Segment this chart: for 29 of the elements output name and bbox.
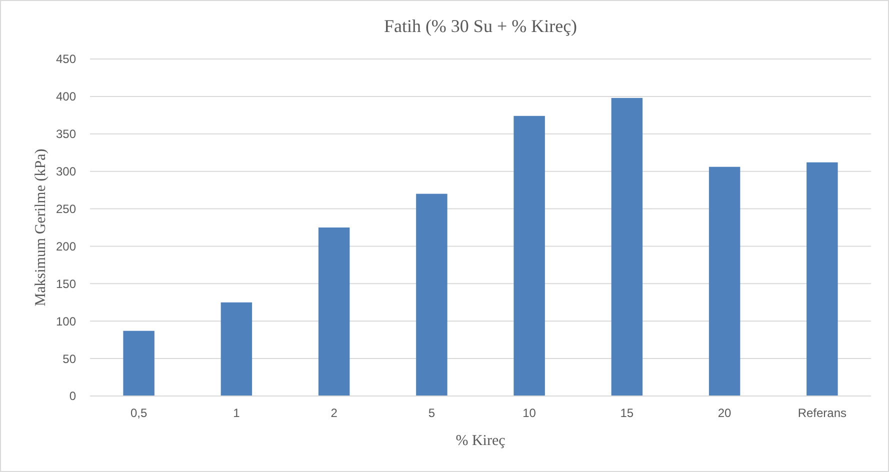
y-tick-label: 50 (62, 352, 76, 366)
x-tick-label: 1 (233, 406, 240, 420)
x-tick-label: 5 (428, 406, 436, 420)
x-tick-label: 15 (620, 406, 634, 420)
x-axis-title: % Kireç (456, 433, 506, 449)
bar (416, 194, 448, 396)
bar (220, 302, 252, 396)
bar (806, 162, 838, 396)
x-tick-label: 2 (330, 406, 338, 420)
bar (708, 166, 740, 396)
bar (611, 98, 643, 396)
y-tick-label: 200 (56, 239, 76, 254)
bar (514, 116, 545, 396)
y-tick-label: 450 (56, 52, 76, 66)
y-tick-label: 150 (56, 276, 76, 291)
x-tick-label: 0,5 (130, 406, 148, 420)
y-tick-label: 100 (56, 314, 76, 328)
x-tick-label: Referans (798, 406, 847, 420)
y-tick-label: 250 (56, 202, 76, 216)
y-tick-label: 350 (56, 127, 76, 142)
bar (318, 228, 350, 396)
y-tick-label: 0 (69, 389, 76, 404)
y-axis-title: Maksimum Gerilme (kPa) (33, 148, 49, 306)
bar (123, 330, 154, 396)
x-tick-label: 20 (718, 406, 732, 420)
chart-title: Fatih (% 30 Su + % Kireç) (384, 16, 578, 36)
x-tick-label: 10 (522, 406, 536, 420)
y-tick-label: 400 (56, 90, 76, 104)
y-tick-label: 300 (56, 164, 76, 179)
